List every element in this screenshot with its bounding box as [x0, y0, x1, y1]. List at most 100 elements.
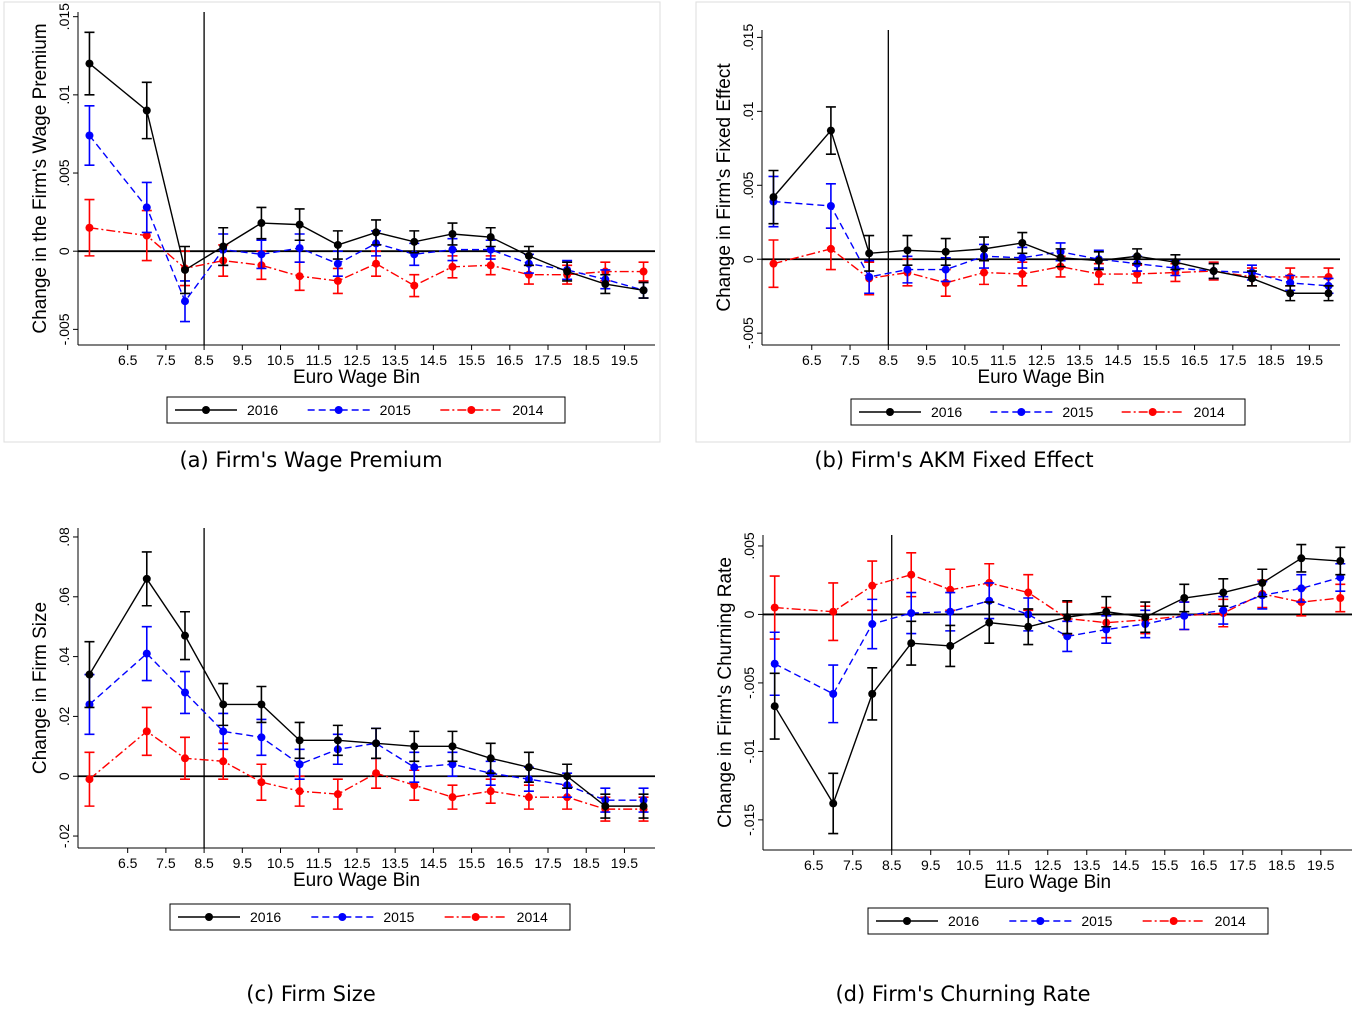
legend-label: 2014 [1215, 913, 1246, 929]
point [941, 247, 950, 256]
x-tick-label: 9.5 [233, 855, 253, 871]
series-line [89, 63, 644, 291]
x-tick-label: 9.5 [921, 857, 941, 873]
x-tick-label: 16.5 [496, 855, 523, 871]
caption: (d) Firm's Churning Rate [835, 982, 1090, 1006]
y-tick-label: -.02 [56, 824, 72, 848]
point [257, 219, 266, 228]
point [903, 265, 912, 274]
point [142, 727, 151, 736]
x-tick-label: 13.5 [1066, 352, 1093, 368]
x-tick-label: 17.5 [534, 352, 561, 368]
y-tick-label: -.01 [741, 739, 757, 763]
point [295, 736, 304, 745]
x-tick-label: 11.5 [990, 352, 1016, 368]
x-tick-label: 11.5 [306, 855, 332, 871]
legend-marker [467, 406, 476, 414]
series-line [88, 577, 644, 807]
point [1219, 606, 1228, 615]
point [524, 793, 533, 802]
y-tick-label: 0 [741, 610, 757, 618]
legend-marker [886, 408, 894, 416]
point [1209, 267, 1218, 276]
point [448, 230, 457, 238]
point [410, 281, 419, 290]
point [865, 249, 874, 258]
y-tick-label: .005 [56, 159, 72, 186]
series-line [89, 227, 644, 287]
y-tick-label: .02 [56, 706, 72, 726]
point [770, 603, 779, 612]
point [180, 297, 189, 306]
point [85, 59, 94, 68]
y-tick-label: -.005 [740, 317, 756, 349]
point [1180, 611, 1189, 620]
point [85, 131, 94, 140]
x-tick-label: 19.5 [1307, 857, 1334, 873]
point [295, 787, 304, 796]
point [219, 727, 228, 736]
point [448, 742, 457, 751]
x-tick-label: 9.5 [233, 352, 253, 368]
x-tick-label: 16.5 [1181, 352, 1208, 368]
point [770, 659, 779, 668]
point [941, 265, 950, 274]
legend-label: 2016 [948, 913, 979, 929]
legend-marker [202, 406, 210, 414]
point [826, 201, 835, 210]
series-line [774, 573, 1341, 624]
point [85, 670, 94, 679]
x-tick-label: 10.5 [267, 352, 294, 368]
x-tick-label: 7.5 [840, 352, 860, 368]
point [1024, 622, 1033, 631]
point [907, 639, 916, 648]
y-tick-label: .06 [56, 587, 72, 607]
point [639, 802, 648, 811]
point [448, 793, 457, 802]
point [770, 702, 779, 711]
y-axis-title: Change in Firm's Churning Rate [715, 557, 736, 828]
legend-marker [471, 913, 480, 921]
point [829, 607, 838, 616]
y-tick-label: 0 [56, 772, 72, 780]
point [333, 790, 342, 799]
point [142, 106, 151, 115]
legend-label: 2015 [380, 402, 411, 418]
point [410, 781, 419, 790]
x-tick-label: 12.5 [1034, 857, 1061, 873]
point [295, 220, 304, 229]
point [980, 268, 989, 277]
point [1133, 252, 1142, 261]
y-axis-title: Change in the Firm's Wage Premium [30, 23, 51, 333]
point [486, 787, 495, 796]
legend-marker [338, 913, 347, 921]
point [524, 763, 533, 772]
legend-marker [903, 917, 911, 925]
point [295, 760, 304, 769]
point [985, 618, 994, 627]
point [295, 272, 304, 281]
point [907, 570, 916, 579]
point [257, 700, 266, 709]
point [180, 754, 189, 763]
x-tick-label: 8.5 [194, 352, 214, 368]
x-tick-label: 12.5 [343, 352, 370, 368]
x-tick-label: 6.5 [118, 855, 138, 871]
point [1171, 258, 1180, 267]
x-tick-label: 19.5 [611, 352, 638, 368]
point [868, 581, 877, 590]
series-line [774, 576, 1341, 695]
point [410, 237, 419, 246]
legend-label: 2015 [1081, 913, 1112, 929]
point [1094, 256, 1103, 265]
x-tick-label: 19.5 [611, 855, 638, 871]
point [448, 262, 457, 271]
point [639, 267, 648, 276]
point [333, 259, 342, 268]
point [333, 276, 342, 285]
point [372, 259, 381, 268]
x-tick-label: 8.5 [879, 352, 899, 368]
point [372, 769, 381, 778]
